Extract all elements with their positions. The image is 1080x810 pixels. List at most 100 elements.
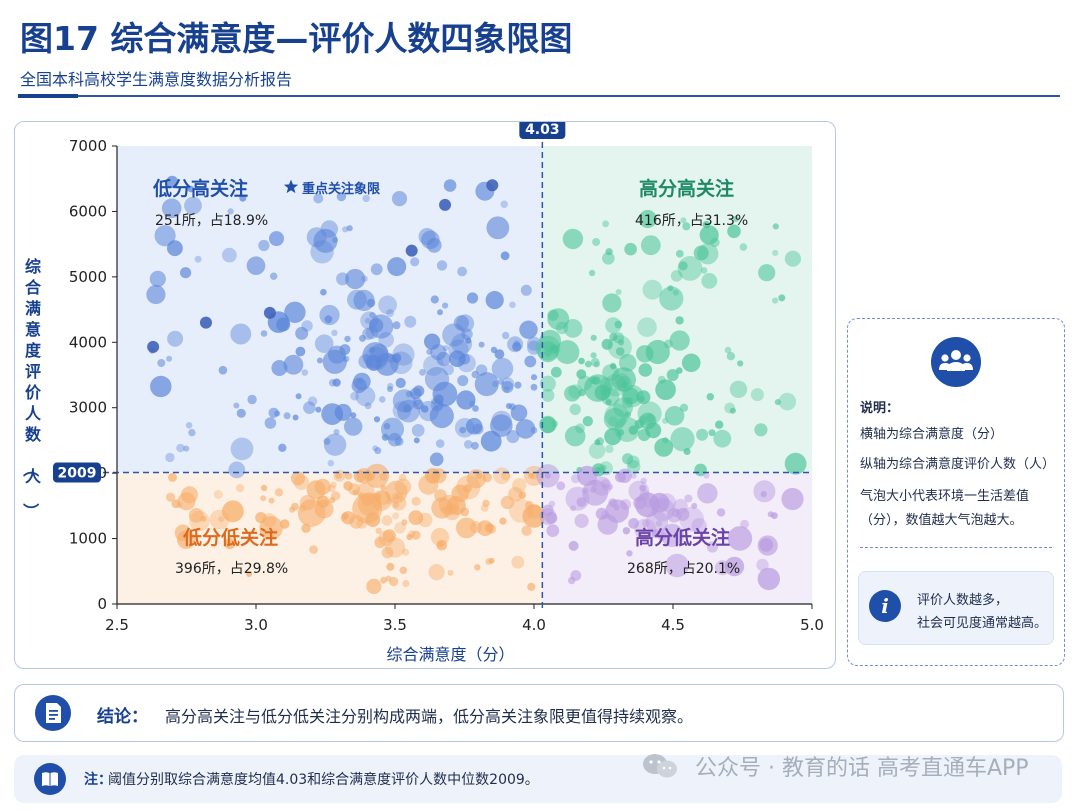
bubble-518 [168,472,177,482]
bubble-605 [660,523,685,547]
bubble-184 [405,390,413,398]
bubble-292 [603,408,627,431]
bubble-67 [283,354,304,375]
bubble-416 [411,496,421,506]
y-tick-label-7: 7000 [69,137,107,155]
bubble-318 [772,249,779,256]
bubble-290 [578,388,586,397]
bubble-618 [620,499,632,510]
bubble-27 [530,374,538,381]
bubble-118 [370,263,383,276]
bubble-552 [641,519,650,528]
bubble-378 [696,428,709,441]
quadrant-bubble-chart: 2.53.03.54.04.55.00100020003000400050006… [21,122,824,664]
bubble-406 [408,510,424,525]
bubble-432 [394,478,412,496]
bubble-337 [602,220,609,228]
bubble-77 [463,440,473,449]
bubble-54 [459,426,467,434]
bubble-264 [778,392,797,411]
bubble-613 [605,499,629,523]
bubble-384 [588,269,596,277]
bubble-112 [515,419,536,439]
bubble-11 [436,260,448,271]
bubble-454 [174,524,192,542]
legend-line-bubble: 气泡大小代表环境一生活差值 [860,489,1030,504]
bubble-494 [378,530,394,546]
bubble-98 [404,315,417,328]
bubble-169 [506,430,520,444]
bubble-255 [541,388,555,402]
bubble-316 [784,452,807,475]
bubble-361 [604,428,622,446]
bubble-large-10 [297,499,326,527]
bubble-201 [347,289,367,310]
bubble-96 [465,337,472,344]
bubble-366 [681,353,701,373]
bubble-532 [525,500,534,510]
bubble-325 [677,256,703,281]
bubble-379 [697,243,719,265]
conclusion-text: 高分高关注与低分低关注分别构成两端，低分高关注象限更值得持续观察。 [165,707,694,726]
bubble-152 [451,333,473,355]
bubble-480 [366,578,382,594]
bubble-212 [150,375,172,398]
bubble-529 [399,473,407,482]
bubble-512 [512,478,527,493]
bubble-530 [399,566,408,575]
bubble-7 [307,396,318,406]
note-box: 注： 阈值分别取综合满意度均值4.03和综合满意度评价人数中位数2009。 [14,755,1062,803]
bubble-388 [563,319,583,338]
bubble-343 [578,357,585,365]
bubble-158 [336,272,350,286]
bubble-616 [548,500,556,508]
bubble-300 [605,399,612,406]
bubble-441 [518,491,527,500]
bubble-228 [236,408,246,418]
bubble-115 [392,343,415,366]
bubble-132 [161,198,182,219]
bubble-69 [456,314,475,333]
bubble-183 [413,385,425,397]
bubble-167 [430,295,439,304]
bubble-515 [384,537,406,558]
bubble-250 [564,425,586,447]
bubble-415 [391,495,407,511]
bubble-615 [617,468,632,483]
bubble-30 [188,428,196,437]
bubble-442 [521,525,532,536]
bubble-375 [680,217,687,224]
bubble-330 [659,286,684,311]
x-tick-label-4: 4.5 [661,616,685,634]
quadrant-title-top-right: 高分高关注 [639,177,734,200]
bubble-170 [233,402,240,409]
bubble-46 [295,393,302,400]
bubble-103 [410,257,420,267]
bubble-171 [344,417,363,436]
bubble-315 [582,416,593,427]
bubble-542 [622,527,631,535]
x-tick-label-1: 3.0 [244,616,268,634]
bubble-111 [443,179,457,192]
bubble-102 [442,345,449,351]
bubble-380 [550,366,562,378]
quadrant-stat-bottom-right: 268所，占20.1% [627,561,740,577]
bubble-277 [758,264,776,282]
threshold-y-label: 2009 [58,466,97,482]
bubble-540 [756,558,769,572]
y-axis-title: 综合满意度评价人数（人） [21,257,42,519]
bubble-dark-3 [147,340,160,353]
bubble-332 [670,427,695,452]
bubble-49 [227,208,234,215]
bubble-353 [628,425,638,435]
bubble-121 [295,346,306,357]
bubble-499 [425,468,440,483]
bubble-24 [378,295,397,315]
bubble-large-2 [246,256,266,276]
bubble-455 [341,512,349,520]
bubble-507 [493,467,511,485]
bubble-606 [634,518,657,541]
bubble-large-0 [146,284,166,305]
bubble-360 [539,416,557,434]
bubble-608 [716,508,726,517]
